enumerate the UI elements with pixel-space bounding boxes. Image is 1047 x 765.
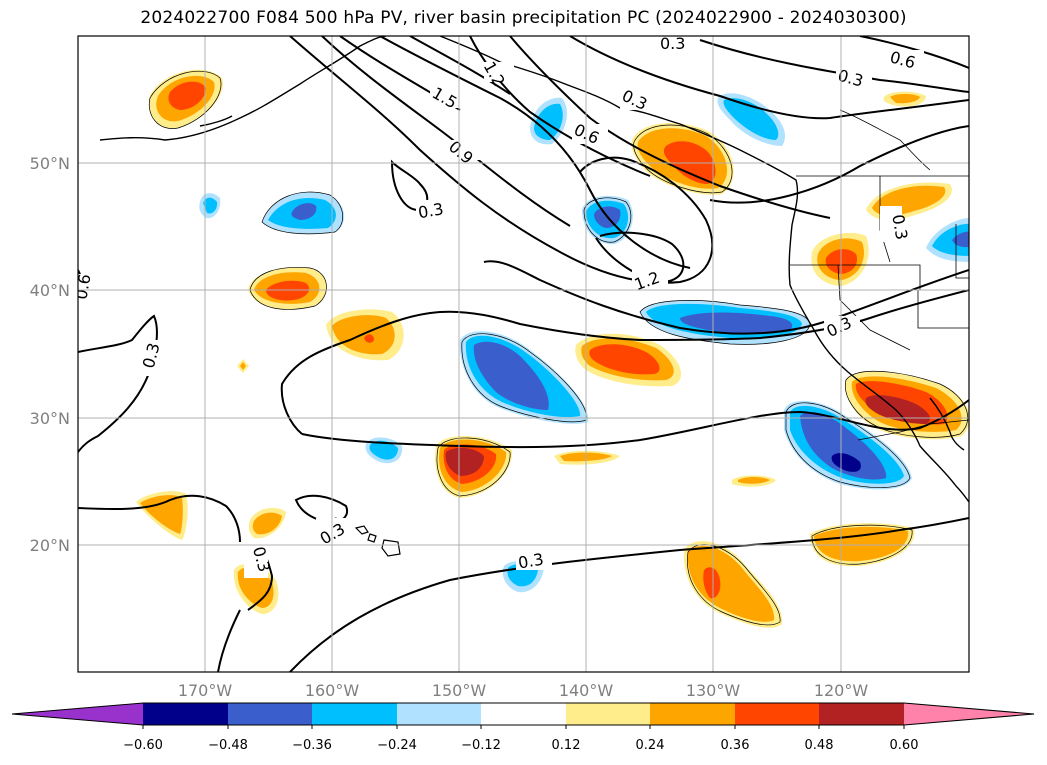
colorbar-segment bbox=[397, 703, 481, 725]
contour-label: 0.3 bbox=[660, 34, 685, 53]
contour-label: 0.3 bbox=[517, 549, 545, 572]
colorbar-segment bbox=[481, 703, 566, 725]
precip-blob bbox=[890, 94, 920, 104]
colorbar-tick-label: 0.60 bbox=[890, 738, 919, 753]
precip-blob bbox=[203, 197, 218, 214]
colorbar-segment bbox=[650, 703, 735, 725]
lon-label: 170°W bbox=[178, 681, 233, 700]
colorbar-tick-label: −0.36 bbox=[292, 738, 332, 753]
precip-blob bbox=[687, 545, 775, 622]
precip-blob bbox=[738, 477, 770, 484]
precip-blob bbox=[445, 447, 484, 476]
precip-blob bbox=[168, 81, 206, 110]
precip-blob bbox=[680, 312, 793, 334]
colorbar-tick-label: −0.48 bbox=[208, 738, 248, 753]
lon-label: 120°W bbox=[814, 681, 869, 700]
precip-blob bbox=[364, 334, 374, 343]
precip-blob bbox=[723, 98, 779, 140]
precip-blob bbox=[291, 203, 317, 220]
precip-blob bbox=[140, 495, 183, 534]
colorbar-segment bbox=[312, 703, 397, 725]
precip-blob bbox=[800, 412, 887, 480]
coastlines bbox=[99, 36, 969, 503]
longitude-labels: 170°W 160°W 150°W 140°W 130°W 120°W bbox=[178, 681, 869, 700]
precip-blob bbox=[252, 512, 282, 535]
precip-blob bbox=[266, 280, 310, 301]
colorbar-tick-label: −0.12 bbox=[461, 738, 501, 753]
lat-label: 50°N bbox=[30, 154, 70, 173]
precip-blob bbox=[369, 440, 398, 460]
contour-label: 0.3 bbox=[888, 213, 911, 241]
precip-blob bbox=[240, 362, 246, 370]
precip-blob bbox=[831, 453, 861, 472]
contour-labels-group: 0.3 0.6 0.3 0.3 0.6 1.2 1.5 0.9 0.3 1.2 … bbox=[71, 34, 924, 578]
colorbar-segment bbox=[735, 703, 819, 725]
precip-blob bbox=[534, 103, 563, 140]
colorbar-segment bbox=[228, 703, 312, 725]
colorbar-segment bbox=[143, 703, 228, 725]
colorbar-segment bbox=[566, 703, 650, 725]
colorbar-tick-label: 0.24 bbox=[636, 738, 665, 753]
colorbar-tick-label: 0.12 bbox=[552, 738, 581, 753]
contour-label: 0.3 bbox=[417, 199, 445, 222]
precip-outlines bbox=[148, 70, 969, 626]
colorbar: −0.60 −0.48 −0.36 −0.24 −0.12 0.12 0.24 0.36 0.4… bbox=[11, 702, 1035, 753]
precip-blob bbox=[703, 567, 721, 599]
latitude-labels: 50°N 40°N 30°N 20°N bbox=[30, 154, 70, 555]
colorbar-segment bbox=[819, 703, 904, 725]
precip-shading bbox=[136, 69, 969, 628]
colorbar-tick-label: −0.60 bbox=[123, 738, 163, 753]
gridlines bbox=[78, 36, 969, 672]
lat-label: 30°N bbox=[30, 409, 70, 428]
colorbar-tick-label: 0.48 bbox=[805, 738, 834, 753]
map-area: 0.3 0.6 0.3 0.3 0.6 1.2 1.5 0.9 0.3 1.2 … bbox=[71, 34, 969, 672]
precip-blob bbox=[932, 223, 969, 256]
precip-blob bbox=[473, 341, 549, 410]
precip-blob bbox=[814, 526, 909, 562]
colorbar-tick-label: 0.36 bbox=[721, 738, 750, 753]
lat-label: 40°N bbox=[30, 281, 70, 300]
colorbar-extend-min bbox=[12, 703, 143, 725]
lon-label: 150°W bbox=[432, 681, 487, 700]
lon-label: 140°W bbox=[559, 681, 614, 700]
precip-blob bbox=[865, 395, 931, 424]
lon-label: 130°W bbox=[686, 681, 741, 700]
lat-label: 20°N bbox=[30, 536, 70, 555]
map-frame bbox=[77, 35, 970, 673]
precip-blob bbox=[589, 344, 660, 375]
colorbar-extend-max bbox=[904, 703, 1034, 725]
colorbar-tick-label: −0.24 bbox=[377, 738, 417, 753]
figure-title: 2024022700 F084 500 hPa PV, river basin … bbox=[140, 8, 907, 28]
contour-label: 0.6 bbox=[71, 273, 94, 301]
lon-label: 160°W bbox=[305, 681, 360, 700]
